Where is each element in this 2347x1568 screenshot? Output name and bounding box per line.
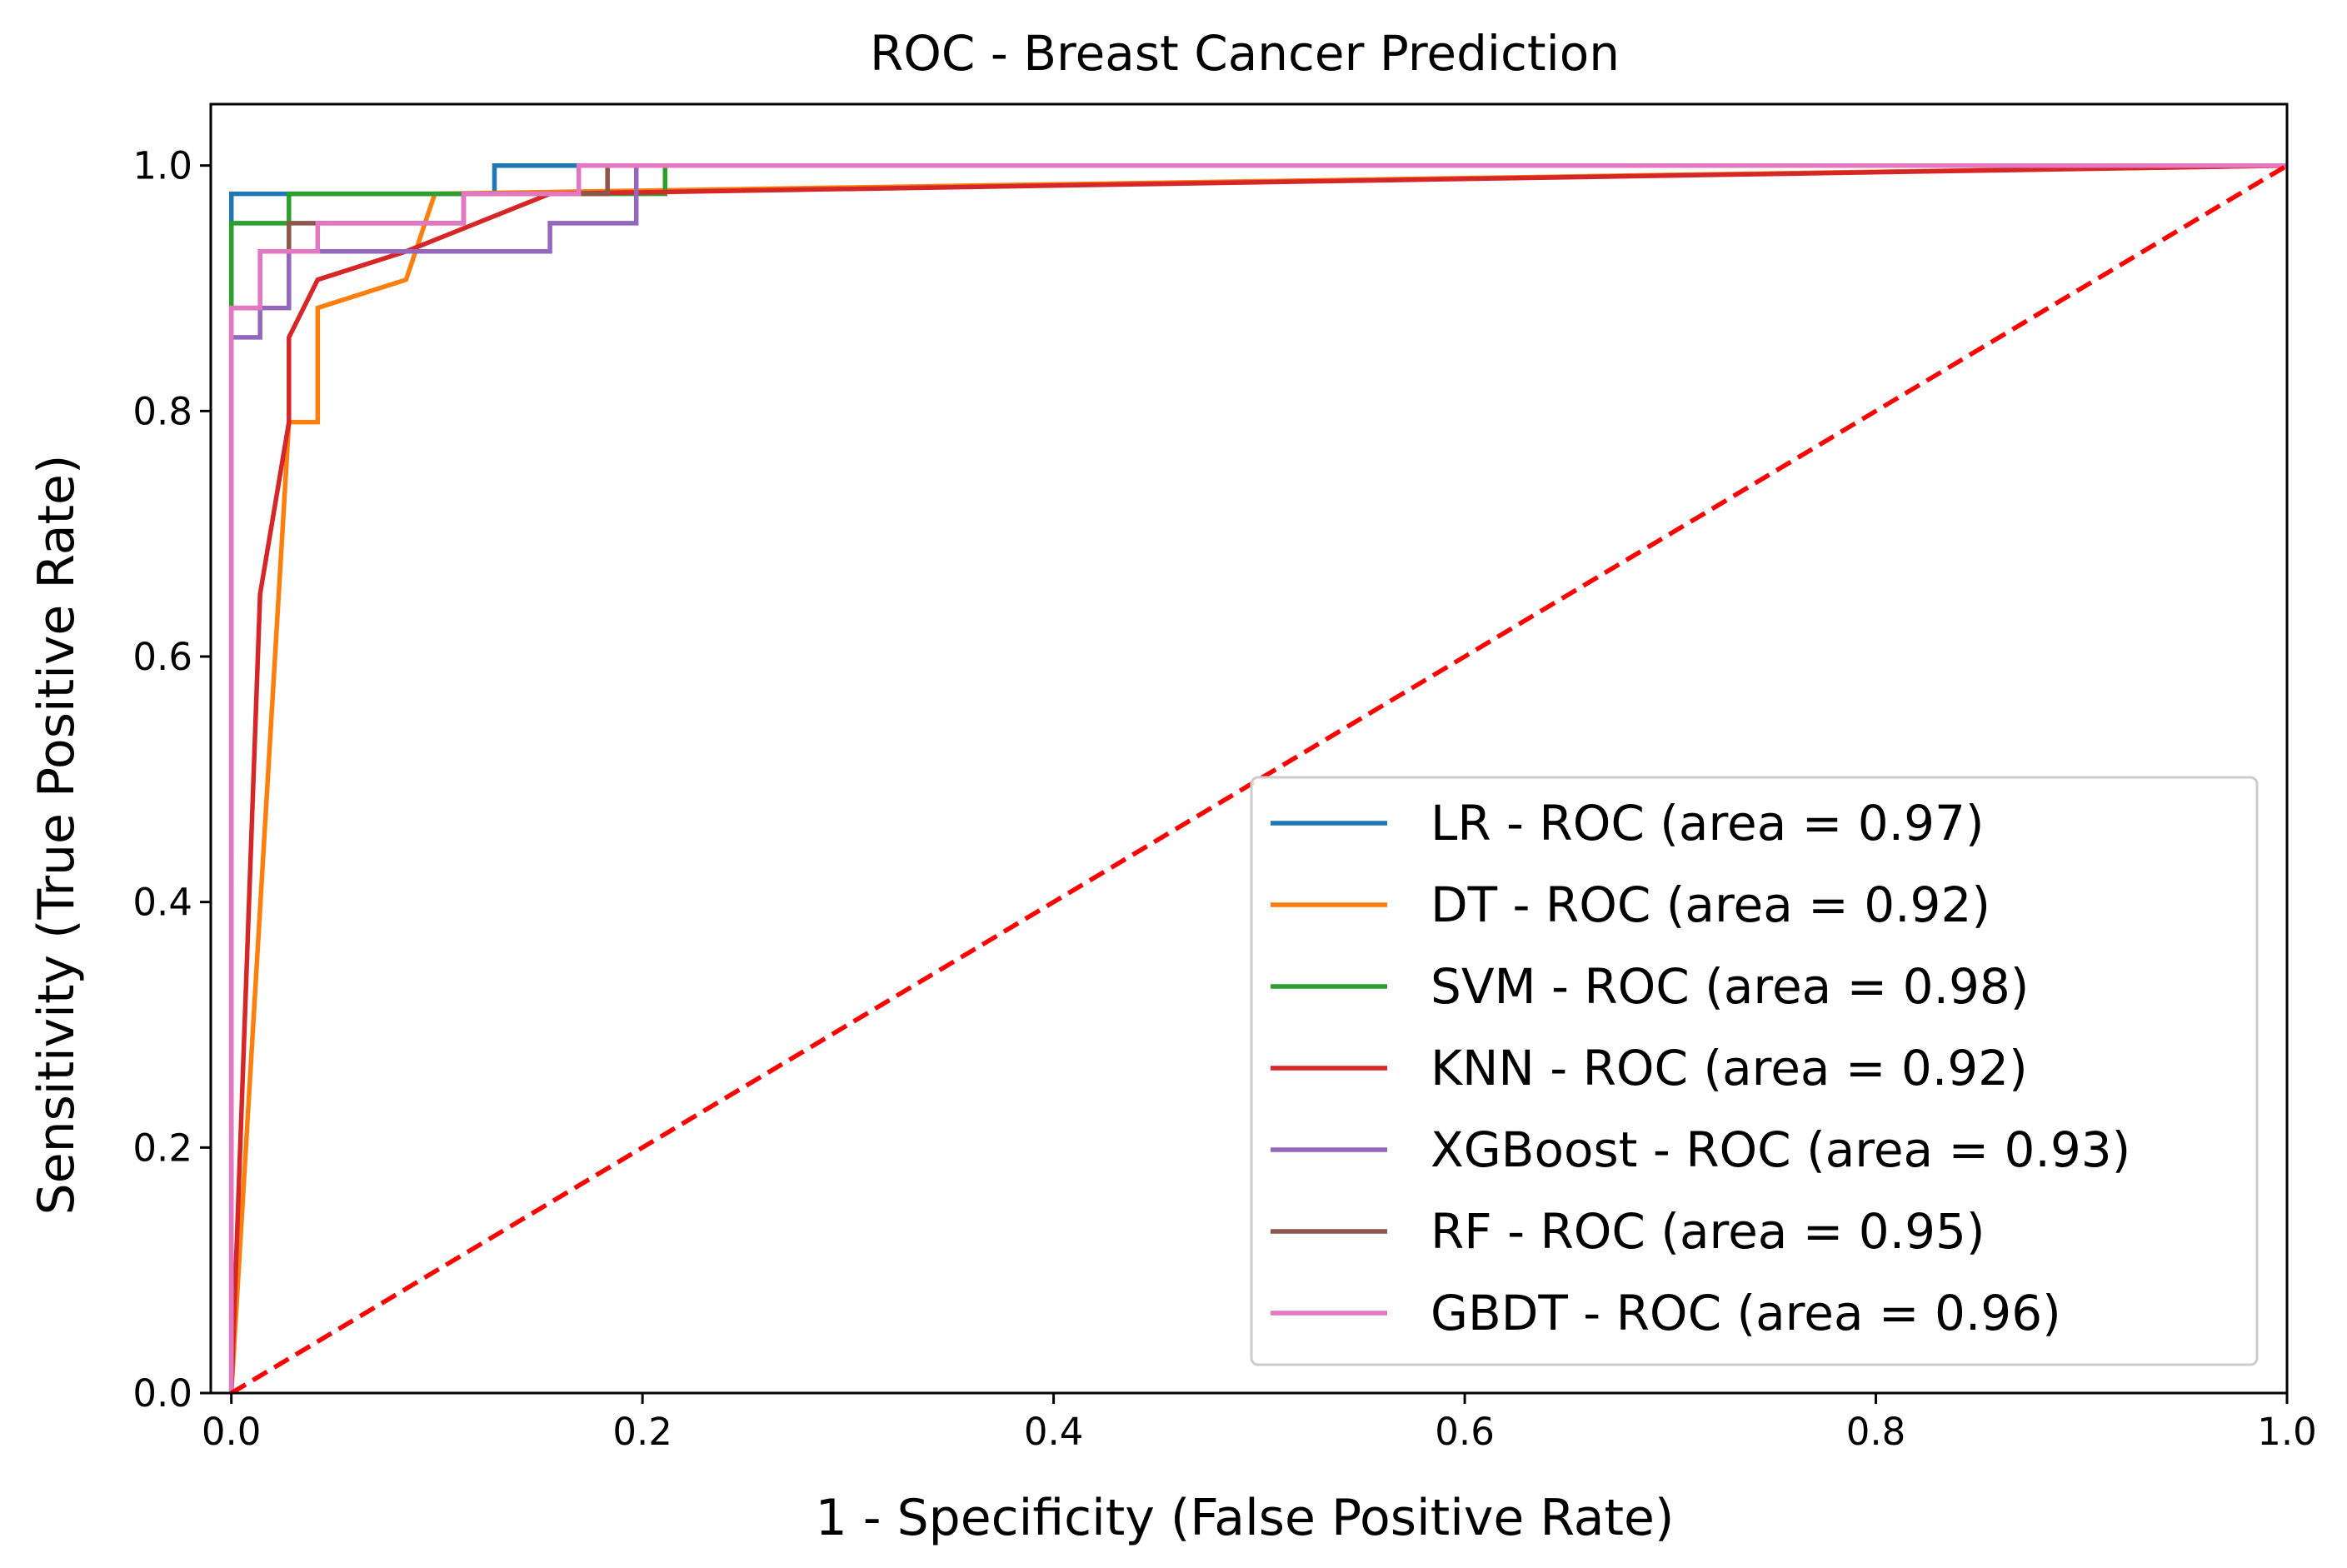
y-tick-label: 0.4	[132, 881, 192, 925]
y-tick-label: 0.0	[132, 1371, 192, 1416]
series-line-knn	[228, 162, 2287, 1393]
x-tick-label: 0.0	[202, 1410, 262, 1454]
legend-label-gbdt: GBDT - ROC (area = 0.96)	[1431, 1285, 2061, 1341]
x-axis-label: 1 - Specificity (False Positive Rate)	[816, 1489, 1675, 1547]
y-tick-label: 0.8	[132, 389, 192, 433]
legend-label-xgboost: XGBoost - ROC (area = 0.93)	[1431, 1121, 2130, 1178]
plot-area	[228, 162, 2287, 1393]
series-group	[228, 162, 2287, 1393]
legend-label-dt: DT - ROC (area = 0.92)	[1431, 876, 1990, 933]
axes: 0.0 0.2 0.4 0.6 0.8 1.0 0.0 0.2 0.4 0.6 0.8 1.0	[132, 102, 2317, 1454]
chart-title: ROC - Breast Cancer Prediction	[870, 25, 1620, 82]
y-tick-label: 0.2	[132, 1126, 192, 1170]
y-axis-label: Sensitivity (True Positive Rate)	[27, 455, 86, 1216]
legend-label-rf: RF - ROC (area = 0.95)	[1431, 1203, 1985, 1260]
legend-label-knn: KNN - ROC (area = 0.92)	[1431, 1040, 2028, 1096]
series-line-gbdt	[228, 162, 2287, 1393]
legend: LR - ROC (area = 0.97) DT - ROC (area = 0…	[1250, 776, 2259, 1366]
y-tick-label: 1.0	[132, 144, 192, 188]
x-tick-label: 1.0	[2257, 1410, 2317, 1454]
x-tick-label: 0.8	[1846, 1410, 1906, 1454]
legend-label-svm: SVM - ROC (area = 0.98)	[1431, 958, 2029, 1015]
series-line-svm	[228, 162, 2287, 1393]
legend-box	[1250, 776, 2259, 1366]
plot-frame	[209, 102, 2289, 1395]
x-tick-label: 0.2	[612, 1410, 672, 1454]
legend-label-lr: LR - ROC (area = 0.97)	[1431, 795, 1985, 851]
x-tick-label: 0.4	[1024, 1410, 1084, 1454]
x-tick-label: 0.6	[1435, 1410, 1495, 1454]
y-tick-label: 0.6	[132, 635, 192, 679]
